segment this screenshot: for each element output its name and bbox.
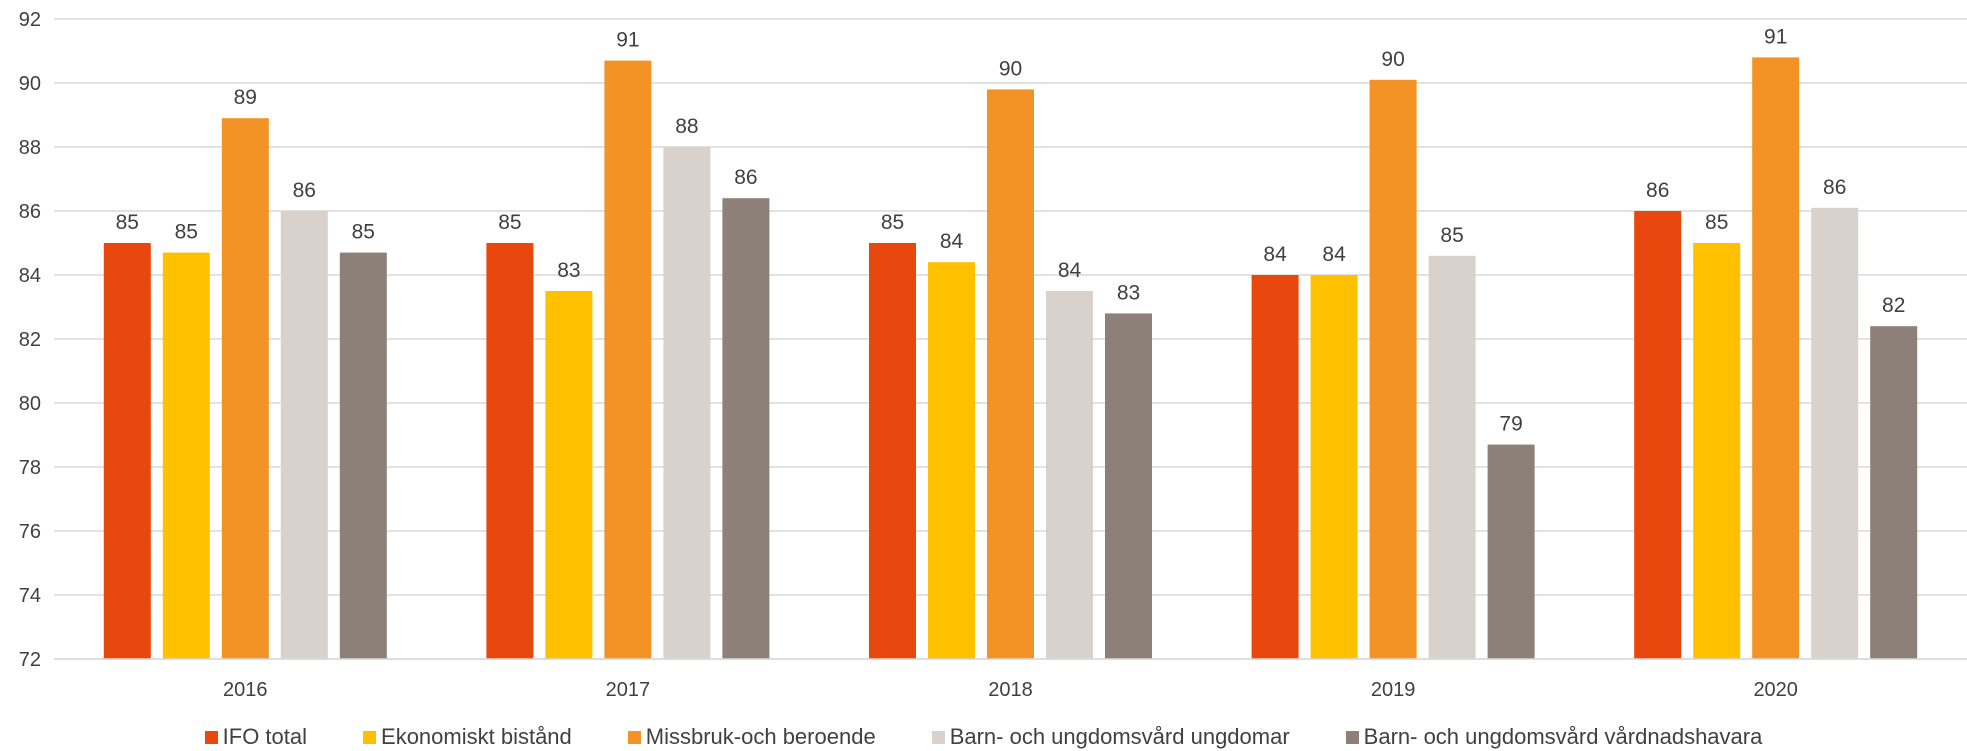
y-tick-label: 84 — [19, 265, 41, 287]
y-tick-label: 88 — [19, 137, 41, 159]
legend: IFO total Ekonomiskt bistånd Missbruk-och … — [0, 724, 1967, 750]
data-label: 83 — [557, 259, 580, 282]
bar — [869, 243, 916, 659]
bar — [1428, 255, 1476, 660]
data-label: 85 — [498, 211, 521, 234]
data-label: 83 — [1117, 281, 1140, 304]
bar — [663, 147, 711, 659]
legend-label: Barn- och ungdomsvård vårdnadshavara — [1363, 724, 1763, 749]
y-tick-label: 74 — [19, 585, 41, 607]
bar — [1369, 79, 1417, 660]
bar — [221, 118, 269, 659]
data-label: 84 — [1058, 259, 1082, 282]
data-label: 85 — [1440, 224, 1463, 247]
data-label: 91 — [616, 29, 639, 52]
bar — [162, 252, 210, 659]
data-label: 86 — [734, 166, 757, 189]
bar — [339, 252, 387, 659]
y-tick-label: 72 — [19, 649, 41, 671]
data-label: 90 — [999, 57, 1022, 80]
legend-swatch — [363, 730, 377, 744]
bar-chart-plot: 72 74 76 78 80 82 84 86 88 90 92 85 85 89 86 85 2016 85 83… — [19, 9, 1967, 701]
data-label: 84 — [1263, 243, 1287, 266]
bar — [1251, 275, 1299, 659]
legend-label: Barn- och ungdomsvård ungdomar — [949, 724, 1290, 749]
data-label: 86 — [1646, 179, 1669, 202]
bar — [1693, 243, 1741, 659]
legend-swatch — [931, 730, 945, 744]
data-label: 85 — [1705, 211, 1728, 234]
x-tick-label: 2020 — [1753, 679, 1798, 701]
bar — [1811, 207, 1859, 660]
y-tick-label: 76 — [19, 521, 41, 543]
legend-item: Barn- och ungdomsvård ungdomar — [931, 724, 1290, 750]
y-tick-label: 92 — [19, 9, 41, 31]
data-label: 85 — [352, 221, 375, 244]
legend-item: IFO total — [204, 724, 308, 750]
data-label: 84 — [940, 230, 964, 253]
bar — [1870, 326, 1918, 659]
x-tick-label: 2018 — [988, 679, 1033, 701]
legend-label: IFO total — [222, 724, 308, 749]
data-label: 79 — [1499, 413, 1522, 436]
bar — [545, 291, 593, 659]
bar — [1487, 444, 1535, 659]
legend-item: Barn- och ungdomsvård vårdnadshavara — [1345, 724, 1763, 750]
legend-swatch — [627, 730, 641, 744]
bar — [987, 89, 1034, 659]
data-label: 85 — [881, 211, 904, 234]
data-label: 88 — [675, 115, 698, 138]
data-label: 86 — [1823, 176, 1846, 199]
legend-label: Missbruk-och beroende — [645, 724, 876, 749]
y-tick-label: 90 — [19, 73, 41, 95]
data-label: 84 — [1322, 243, 1346, 266]
data-label: 89 — [234, 86, 257, 109]
data-label: 85 — [116, 211, 139, 234]
legend-swatch — [204, 730, 218, 744]
bar — [1634, 211, 1682, 659]
y-tick-label: 80 — [19, 393, 41, 415]
bar — [928, 262, 975, 659]
y-tick-label: 82 — [19, 329, 41, 351]
y-tick-label: 86 — [19, 201, 41, 223]
x-tick-label: 2019 — [1371, 679, 1416, 701]
legend-item: Missbruk-och beroende — [627, 724, 876, 750]
legend-swatch — [1345, 730, 1359, 744]
bar — [486, 243, 534, 659]
y-tick-label: 78 — [19, 457, 41, 479]
data-label: 91 — [1764, 25, 1787, 48]
data-label: 90 — [1381, 48, 1404, 71]
legend-item: Ekonomiskt bistånd — [363, 724, 572, 750]
bar — [1046, 291, 1093, 659]
bar — [1310, 275, 1358, 659]
bar — [103, 243, 151, 659]
bar — [280, 211, 328, 659]
bar — [722, 198, 770, 659]
data-label: 86 — [293, 179, 316, 202]
bar — [1105, 313, 1152, 659]
x-tick-label: 2016 — [223, 679, 268, 701]
bar — [1752, 57, 1800, 659]
data-label: 85 — [175, 221, 198, 244]
x-tick-label: 2017 — [606, 679, 651, 701]
bar — [604, 60, 652, 660]
data-label: 82 — [1882, 294, 1905, 317]
legend-label: Ekonomiskt bistånd — [381, 724, 572, 749]
